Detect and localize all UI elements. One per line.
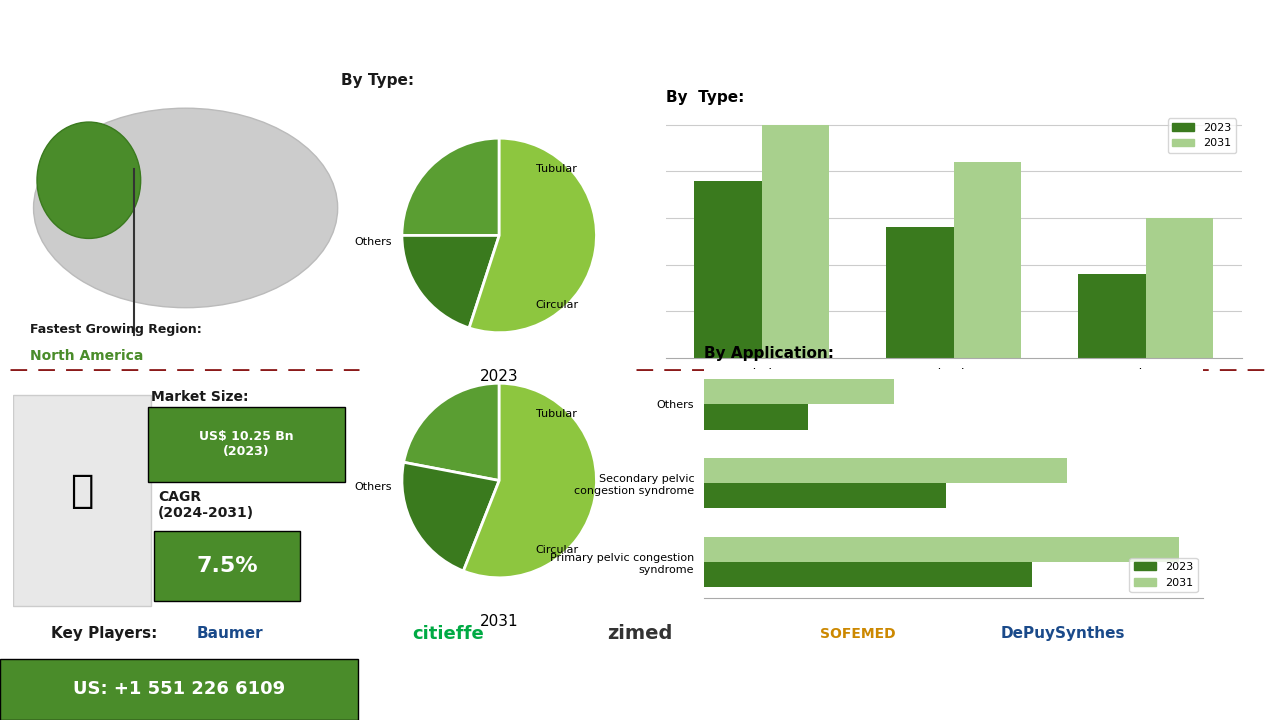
Bar [704, 405, 808, 430]
Text: North America: North America [31, 349, 143, 364]
Text: By  Type:: By Type: [666, 90, 744, 105]
Ellipse shape [37, 122, 141, 238]
Text: zimed: zimed [607, 624, 673, 643]
Wedge shape [463, 383, 596, 578]
Text: Circular: Circular [535, 546, 579, 556]
Text: CAGR
(2024-2031): CAGR (2024-2031) [157, 490, 253, 521]
Text: Key Players:: Key Players: [51, 626, 157, 641]
Text: citieffe: citieffe [412, 624, 484, 642]
Text: Others: Others [355, 482, 392, 492]
Text: Others: Others [355, 237, 392, 247]
Bar [1146, 218, 1213, 358]
Bar [704, 537, 1179, 562]
FancyBboxPatch shape [13, 395, 151, 606]
Bar [695, 181, 762, 358]
Bar [704, 379, 895, 405]
Text: By Type:: By Type: [340, 73, 415, 88]
Legend: 2023, 2031: 2023, 2031 [1129, 558, 1198, 592]
Text: Baumer: Baumer [197, 626, 264, 641]
Wedge shape [470, 138, 596, 333]
Text: Circular: Circular [535, 300, 579, 310]
Text: INSIGHT ACE ANALYTIC: INSIGHT ACE ANALYTIC [980, 680, 1196, 698]
Text: US$ 10.25 Bn
(2023): US$ 10.25 Bn (2023) [198, 431, 293, 459]
Bar [704, 483, 946, 508]
Text: By Application:: By Application: [704, 346, 835, 361]
Text: 🦴: 🦴 [70, 472, 93, 510]
FancyBboxPatch shape [0, 659, 358, 720]
Text: Market Size:: Market Size: [151, 390, 248, 405]
Text: SOFEMED: SOFEMED [819, 626, 896, 641]
Bar [704, 562, 1033, 588]
Bar [886, 228, 954, 358]
FancyBboxPatch shape [147, 407, 344, 482]
Bar [704, 458, 1068, 483]
Text: DePuySynthes: DePuySynthes [1000, 626, 1125, 641]
FancyBboxPatch shape [155, 531, 300, 601]
Text: 2031: 2031 [480, 614, 518, 629]
Text: Fastest Growing Region:: Fastest Growing Region: [31, 323, 202, 336]
Text: Tubular: Tubular [535, 164, 576, 174]
Wedge shape [402, 462, 499, 571]
Legend: 2023, 2031: 2023, 2031 [1167, 119, 1236, 153]
Ellipse shape [33, 108, 338, 307]
Wedge shape [402, 138, 499, 235]
Bar [954, 162, 1020, 358]
Text: 7.5%: 7.5% [196, 557, 257, 576]
Bar [762, 125, 829, 358]
Bar [1078, 274, 1146, 358]
Wedge shape [403, 383, 499, 480]
Text: Tubular: Tubular [535, 409, 576, 419]
Text: Pelvis External Fixation System Market Research Report: Pelvis External Fixation System Market R… [241, 26, 1039, 50]
Text: 2023: 2023 [480, 369, 518, 384]
Text: Email: info@insightaceanalytic.com: Email: info@insightaceanalytic.com [492, 680, 788, 698]
Wedge shape [402, 235, 499, 328]
Text: US: +1 551 226 6109: US: +1 551 226 6109 [73, 680, 285, 698]
